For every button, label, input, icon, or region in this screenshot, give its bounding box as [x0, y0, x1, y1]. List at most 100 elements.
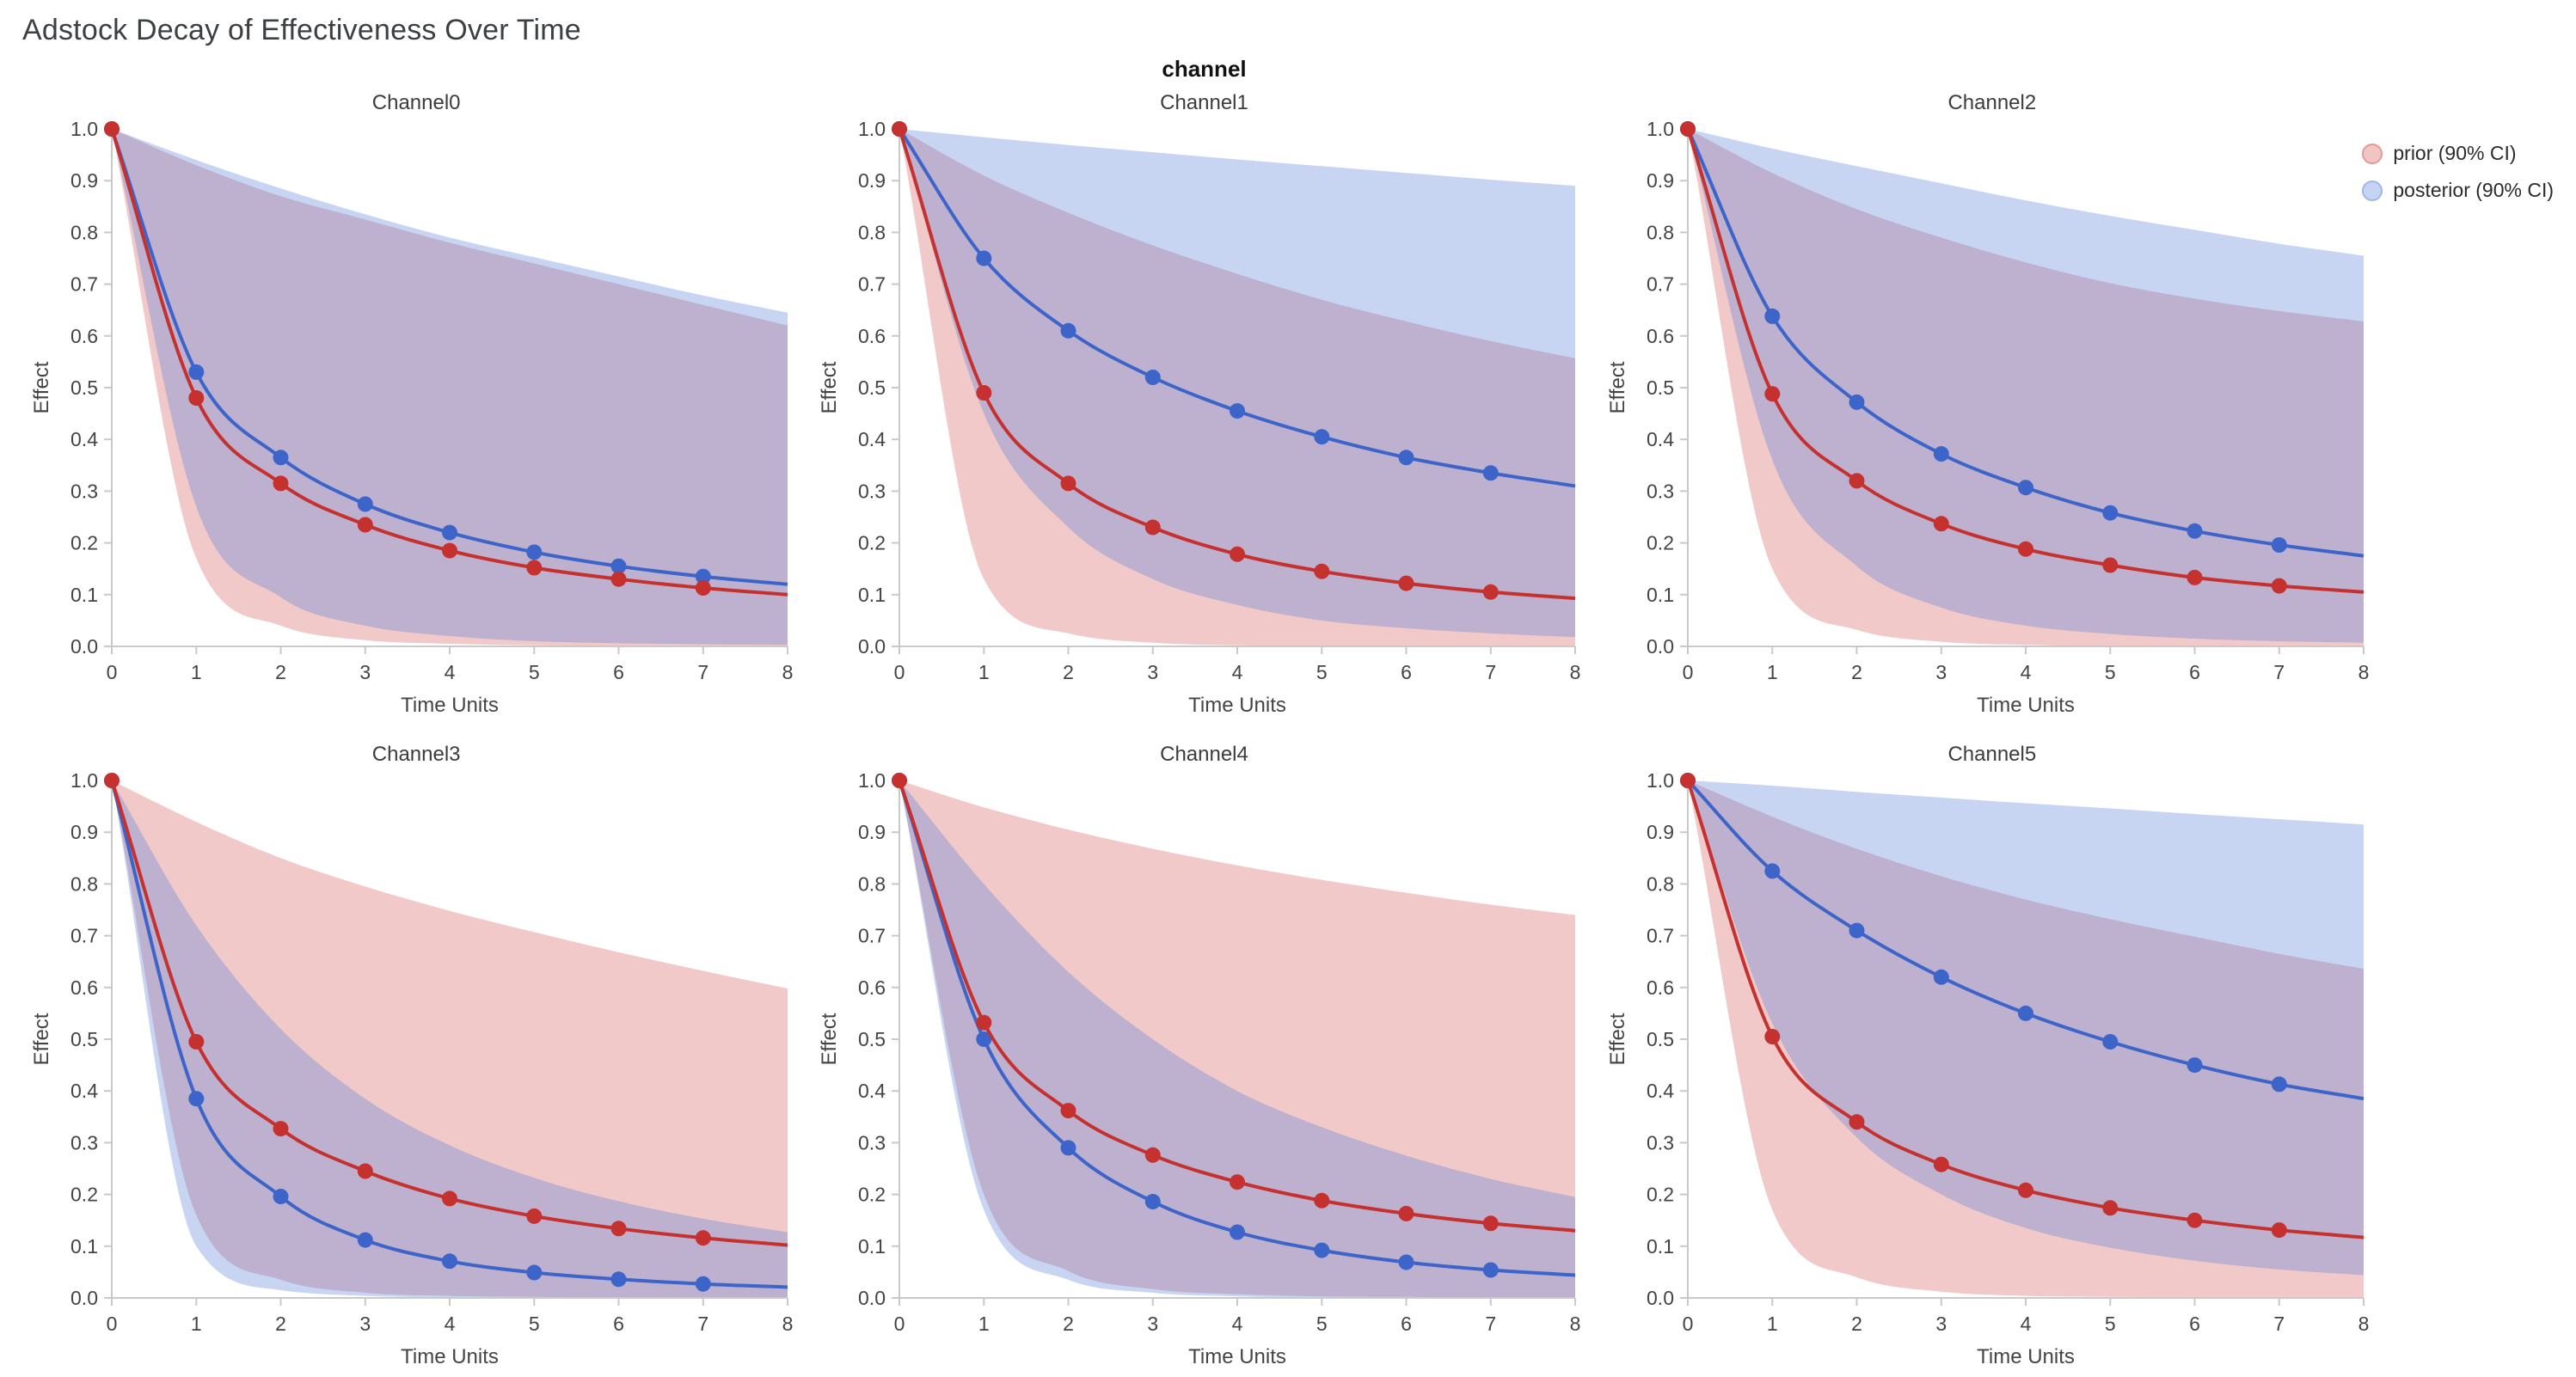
- posterior-mean-line-marker: [2271, 1076, 2287, 1092]
- tick-label: 0.9: [1647, 169, 1674, 192]
- prior-mean-line-marker: [1398, 575, 1414, 591]
- tick-label: 0.0: [1647, 635, 1674, 658]
- x-axis-title: Time Units: [1189, 1345, 1287, 1368]
- tick-label: 0: [894, 661, 905, 683]
- posterior-mean-line-marker: [1314, 429, 1330, 445]
- prior-mean-line-marker: [104, 773, 120, 788]
- chart-channel2: 0.0 0.1 0.2 0.3 0.4 0.5 0.6 0.7 0.8 0.9 1.0 0 1 2 3 4 5 6…: [1605, 119, 2379, 720]
- prior-mean-line-marker: [610, 571, 627, 587]
- tick-label: 0.4: [71, 428, 98, 450]
- tick-label: 0.1: [1647, 1235, 1674, 1258]
- tick-label: 7: [2273, 661, 2285, 683]
- prior-mean-line-marker: [1314, 1192, 1330, 1209]
- prior-mean-line-marker: [2102, 1200, 2119, 1216]
- legend: prior (90% CI) posterior (90% CI): [2362, 142, 2554, 216]
- tick-label: 0.1: [1647, 584, 1674, 606]
- tick-label: 5: [1316, 661, 1328, 683]
- posterior-mean-line-marker: [1849, 394, 1865, 410]
- tick-label: 8: [2358, 661, 2369, 683]
- prior-mean-line-marker: [1849, 473, 1865, 489]
- tick-label: 8: [1570, 1313, 1581, 1335]
- tick-label: 0.5: [1647, 1028, 1674, 1050]
- prior-mean-line-marker: [1145, 1147, 1162, 1163]
- posterior-mean-line-marker: [1230, 403, 1246, 419]
- posterior-mean-line-marker: [442, 524, 458, 541]
- prior-mean-line-marker: [1060, 475, 1076, 492]
- subplot-channel3: Channel3 0.0 0.1 0.2 0.3 0.4 0.5 0.6 0.7 0.8 0.9 1…: [22, 743, 810, 1372]
- prior-mean-line-marker: [1483, 1215, 1500, 1232]
- tick-label: 0.2: [1647, 1184, 1674, 1206]
- posterior-mean-line: [104, 121, 788, 586]
- tick-label: 0: [107, 661, 118, 683]
- posterior-mean-line-marker: [188, 364, 205, 380]
- posterior-mean-line-marker: [1483, 1262, 1500, 1278]
- y-axis-title: Effect: [30, 361, 53, 413]
- posterior-mean-line-marker: [610, 558, 627, 574]
- tick-label: 7: [2273, 1313, 2285, 1335]
- tick-label: 0.3: [71, 1131, 98, 1154]
- prior-mean-line-marker: [1849, 1114, 1865, 1130]
- posterior-mean-line-marker: [1145, 370, 1162, 385]
- prior-mean-line: [104, 773, 788, 1247]
- prior-mean-line-marker: [526, 1208, 543, 1224]
- posterior-mean-line-marker: [1764, 308, 1781, 324]
- prior-mean-line-marker: [188, 390, 205, 406]
- posterior-mean-line-marker: [1933, 969, 1949, 985]
- posterior-ci-band: [899, 780, 1576, 1298]
- tick-label: 7: [698, 1313, 709, 1335]
- posterior-ci-legend-swatch: [2362, 180, 2383, 201]
- tick-label: 0.4: [71, 1080, 98, 1102]
- tick-label: 1.0: [71, 770, 98, 792]
- prior-mean-line-marker: [104, 121, 120, 137]
- prior-ci-band: [1687, 780, 2364, 1298]
- tick-label: 0.6: [1647, 325, 1674, 347]
- prior-mean-line-marker: [1933, 1156, 1949, 1172]
- posterior-mean-line-marker: [1230, 1224, 1246, 1240]
- prior-mean-line-marker: [273, 475, 289, 492]
- tick-label: 0.9: [859, 169, 886, 192]
- prior-ci-band: [112, 780, 788, 1298]
- prior-mean-line: [1679, 773, 2364, 1239]
- tick-label: 4: [445, 661, 456, 683]
- tick-label: 1: [191, 1313, 202, 1335]
- prior-mean-line-marker: [273, 1121, 289, 1137]
- axes: 0.0 0.1 0.2 0.3 0.4 0.5 0.6 0.7 0.8 0.9 1.0 0 1 2 3 4 5 6…: [30, 770, 793, 1368]
- posterior-mean-line-marker: [610, 1271, 627, 1288]
- tick-label: 1: [978, 661, 990, 683]
- posterior-mean-line-marker: [695, 568, 711, 584]
- prior-mean-line-marker: [695, 580, 711, 596]
- subplot-title-channel1: Channel1: [1160, 91, 1248, 114]
- y-axis-title: Effect: [30, 1013, 53, 1065]
- charts-grid: Channel0 0.0 0.1 0.2 0.3 0.4 0.5 0.6 0.7 0.8 0.9 1…: [22, 91, 2386, 1372]
- x-axis-title: Time Units: [1977, 694, 2075, 717]
- y-axis-title: Effect: [1606, 1013, 1629, 1065]
- posterior-ci-band: [112, 780, 788, 1298]
- tick-label: 3: [1935, 661, 1947, 683]
- tick-label: 4: [2020, 1313, 2031, 1335]
- tick-label: 0.8: [1647, 221, 1674, 243]
- prior-mean-line-marker: [2271, 578, 2287, 594]
- posterior-mean-line-marker: [526, 544, 543, 560]
- tick-label: 0.5: [859, 376, 886, 399]
- tick-label: 8: [1570, 661, 1581, 683]
- posterior-mean-line-marker: [2187, 523, 2203, 539]
- axes: 0.0 0.1 0.2 0.3 0.4 0.5 0.6 0.7 0.8 0.9 1.0 0 1 2 3 4 5 6…: [1606, 770, 2369, 1368]
- prior-ci-band: [1687, 129, 2364, 646]
- tick-label: 5: [529, 661, 540, 683]
- posterior-mean-line-marker: [273, 450, 289, 466]
- axes: 0.0 0.1 0.2 0.3 0.4 0.5 0.6 0.7 0.8 0.9 1.0 0 1 2 3 4 5 6…: [30, 119, 793, 717]
- posterior-mean-line-marker: [357, 496, 373, 512]
- subplot-channel4: Channel4 0.0 0.1 0.2 0.3 0.4 0.5 0.6 0.7 0.8 0.9 1…: [810, 743, 1598, 1372]
- tick-label: 0.1: [71, 584, 98, 606]
- tick-label: 0.5: [71, 1028, 98, 1050]
- tick-label: 0.4: [859, 1080, 886, 1102]
- tick-label: 0.3: [1647, 1131, 1674, 1154]
- posterior-mean-line-path: [110, 780, 788, 1289]
- tick-label: 3: [1148, 1313, 1159, 1335]
- tick-label: 0.9: [71, 821, 98, 843]
- posterior-mean-line-marker: [1398, 450, 1414, 466]
- posterior-ci-band: [1687, 780, 2364, 1276]
- posterior-mean-line-marker: [1145, 1194, 1162, 1209]
- subplot-channel2: Channel2 0.0 0.1 0.2 0.3 0.4 0.5 0.6 0.7 0.8 0.9 1…: [1598, 91, 2386, 720]
- tick-label: 7: [698, 661, 709, 683]
